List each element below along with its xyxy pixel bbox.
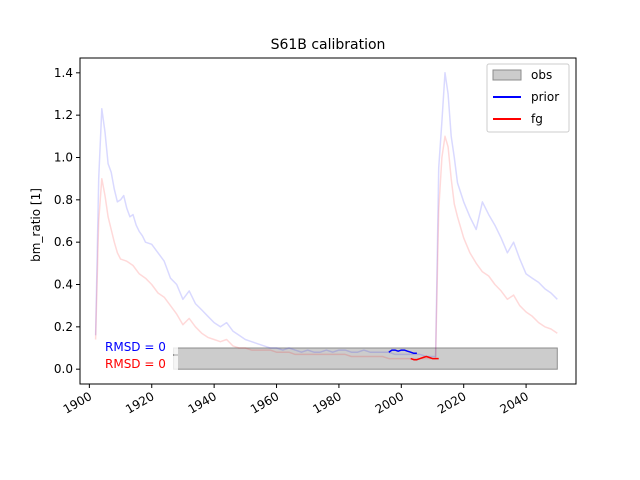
legend-label: fg [531,112,543,126]
legend-swatch [492,69,522,81]
rmsd-annotation: RMSD = 0 [105,340,166,354]
y-tick-label: 1.2 [54,108,73,122]
y-tick-label: 0.6 [54,235,73,249]
series-line-3 [410,355,439,361]
annotation-background [104,339,178,354]
legend: obs prior fg [486,63,570,133]
y-tick-label: 1.0 [54,150,73,164]
series-line-0 [94,72,558,358]
series-line-1 [94,135,558,360]
y-tick-label: 0.0 [54,362,73,376]
legend-label: obs [531,68,552,82]
series-line-2 [388,349,417,355]
y-tick-label: 0.8 [54,193,73,207]
legend-label: prior [531,90,559,104]
y-axis-label: bm_ratio [1] [29,188,43,262]
rmsd-annotation: RMSD = 0 [105,357,166,371]
chart-title: S61B calibration [271,37,386,53]
y-tick-label: 0.4 [54,278,73,292]
y-tick-label: 1.4 [54,66,73,80]
plot-area: RMSD = 0 RMSD = 0 [94,72,558,371]
annotation-background [104,356,178,371]
axes-frame [79,57,577,385]
legend-box [486,63,570,133]
y-tick-label: 0.2 [54,320,73,334]
